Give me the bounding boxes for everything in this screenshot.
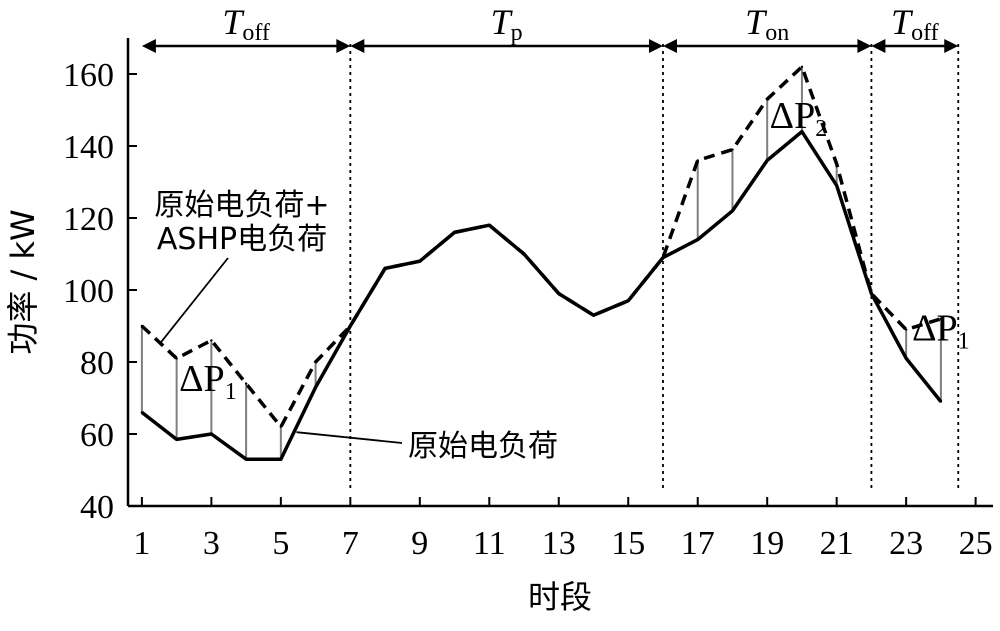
period-label: Toff	[891, 2, 939, 46]
x-ticks: 1 3 5 7 9 11 13 15 17 19 21 23 25	[133, 497, 993, 562]
period-arrow-head-right	[944, 39, 959, 53]
data-point-combined	[939, 317, 943, 320]
period-arrow-head-right	[648, 39, 663, 53]
data-point-combined	[522, 252, 526, 256]
data-point-combined	[210, 339, 213, 342]
y-tick-label: 40	[80, 489, 114, 526]
data-point-combined	[765, 98, 769, 101]
y-ticks: 40 60 80 100 120 140 160	[63, 57, 137, 526]
x-tick-label: 13	[542, 525, 576, 562]
x-tick-label: 1	[133, 525, 150, 562]
data-point-base	[210, 432, 213, 436]
data-point-combined	[453, 231, 456, 234]
x-tick-label: 7	[342, 525, 359, 562]
data-point-combined	[557, 292, 560, 295]
data-point-base	[279, 458, 283, 461]
y-tick-label: 80	[80, 345, 114, 382]
data-point-base	[696, 238, 699, 241]
data-point-combined	[314, 360, 317, 364]
x-tick-label: 5	[272, 525, 289, 562]
data-point-combined	[835, 162, 838, 166]
series-line-combined	[140, 65, 942, 429]
y-tick-label: 120	[63, 201, 114, 238]
period-label: Tp	[491, 2, 523, 46]
data-point-combined	[592, 314, 595, 317]
data-point-combined	[349, 324, 352, 328]
y-tick-label: 160	[63, 57, 114, 94]
data-point-combined	[696, 159, 699, 162]
delta-p-label: ΔP1	[912, 307, 970, 354]
x-tick-label: 15	[611, 525, 645, 562]
data-point-base	[731, 209, 734, 212]
annotation-leader-base	[296, 431, 403, 444]
plot-frame	[126, 38, 993, 508]
data-point-base	[800, 130, 804, 133]
data-point-base	[314, 386, 317, 389]
delta-p-droplines	[140, 66, 942, 460]
annotation-label-combined: ASHP电负荷	[157, 222, 327, 257]
period-label: Toff	[222, 2, 270, 46]
data-point-base	[765, 159, 769, 162]
data-point-combined	[140, 324, 144, 328]
data-point-base	[939, 400, 943, 403]
x-axis-title: 时段	[528, 578, 592, 616]
y-tick-label: 100	[63, 273, 114, 310]
period-indicators: Toff Tp Ton Toff	[141, 2, 959, 53]
x-tick-label: 21	[820, 525, 854, 562]
data-point-combined	[731, 148, 734, 151]
data-point-combined	[627, 299, 630, 302]
data-point-base	[244, 458, 248, 461]
annotation-label-combined: 原始电负荷+	[154, 188, 329, 223]
delta-p-label: ΔP2	[770, 95, 828, 142]
period-arrow-head-right	[336, 39, 351, 53]
x-tick-label: 9	[411, 525, 428, 562]
x-tick-label: 3	[203, 525, 220, 562]
x-tick-label: 25	[959, 525, 993, 562]
delta-p-label: ΔP1	[179, 358, 237, 405]
x-tick-label: 23	[889, 525, 923, 562]
data-point-combined	[175, 357, 178, 360]
data-point-base	[835, 184, 838, 187]
y-tick-label: 140	[63, 129, 114, 166]
y-axis-title: 功率 / kW	[4, 209, 42, 354]
x-tick-label: 19	[750, 525, 784, 562]
period-arrow-head-left	[871, 39, 886, 53]
series-line-base	[140, 129, 943, 461]
data-point-combined	[418, 260, 422, 263]
period-arrow-head-left	[662, 39, 677, 53]
data-point-combined	[279, 425, 283, 428]
x-tick-label: 17	[681, 525, 715, 562]
period-arrow-head-left	[350, 39, 365, 53]
data-point-base	[904, 357, 908, 360]
x-tick-label: 11	[473, 525, 506, 562]
data-point-combined	[870, 292, 873, 295]
data-point-combined	[244, 382, 248, 385]
data-point-base	[140, 411, 144, 414]
data-point-combined	[904, 328, 908, 331]
delta-p-labels: ΔP1 ΔP2 ΔP1	[179, 95, 970, 405]
data-point-combined	[383, 267, 387, 270]
data-point-combined	[661, 256, 665, 259]
annotation-leader-combined	[160, 257, 229, 343]
data-point-base	[175, 438, 178, 441]
period-label: Ton	[745, 2, 789, 46]
period-arrow-head-right	[857, 39, 872, 53]
series-lines	[140, 65, 943, 461]
y-tick-label: 60	[80, 417, 114, 454]
annotation-label-base: 原始电负荷	[408, 429, 558, 464]
data-point-combined	[800, 65, 804, 69]
period-arrow-head-left	[141, 39, 156, 53]
data-point-combined	[488, 224, 491, 227]
